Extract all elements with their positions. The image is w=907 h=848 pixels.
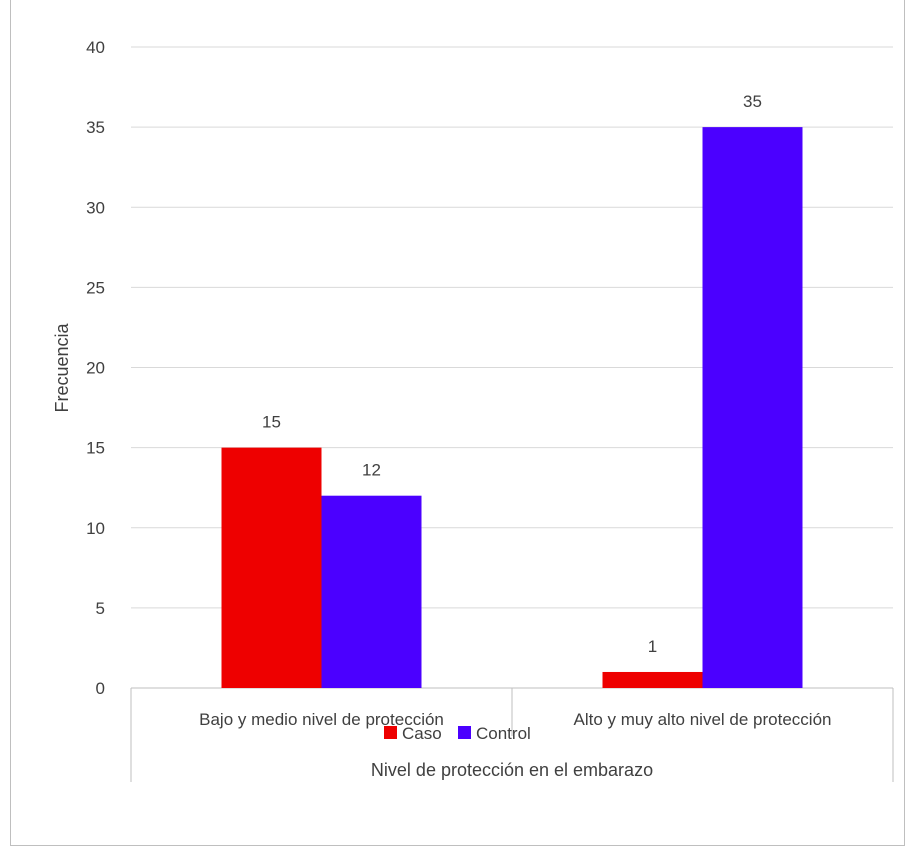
legend: Caso Control (384, 724, 531, 743)
y-tick-label: 20 (86, 359, 105, 378)
x-axis-categories: Bajo y medio nivel de protección Alto y m… (130, 688, 894, 782)
x-category-label: Alto y muy alto nivel de protección (574, 710, 832, 729)
bar-control (702, 127, 803, 688)
legend-swatch-caso (384, 726, 397, 739)
data-labels: 15 12 1 35 (262, 92, 762, 656)
y-tick-label: 30 (86, 198, 105, 217)
y-tick-label: 10 (86, 519, 105, 538)
chart-frame (10, 0, 905, 846)
legend-label: Control (476, 724, 531, 743)
y-tick-label: 40 (86, 38, 105, 57)
y-tick-label: 15 (86, 439, 105, 458)
y-tick-label: 0 (96, 679, 105, 698)
y-tick-label: 25 (86, 278, 105, 297)
bar-control (321, 495, 422, 688)
legend-swatch-control (458, 726, 471, 739)
y-axis-ticks: 0 5 10 15 20 25 30 35 40 (86, 38, 105, 698)
y-tick-label: 5 (96, 599, 105, 618)
data-label: 1 (648, 637, 657, 656)
bar-caso (221, 447, 322, 688)
data-label: 15 (262, 413, 281, 432)
data-label: 12 (362, 461, 381, 480)
legend-label: Caso (402, 724, 442, 743)
bars (221, 127, 803, 688)
bar-caso (602, 671, 703, 688)
data-label: 35 (743, 92, 762, 111)
x-axis-title: Nivel de protección en el embarazo (371, 760, 653, 780)
x-category-label: Bajo y medio nivel de protección (199, 710, 444, 729)
y-axis-title: Frecuencia (52, 322, 72, 412)
y-tick-label: 35 (86, 118, 105, 137)
